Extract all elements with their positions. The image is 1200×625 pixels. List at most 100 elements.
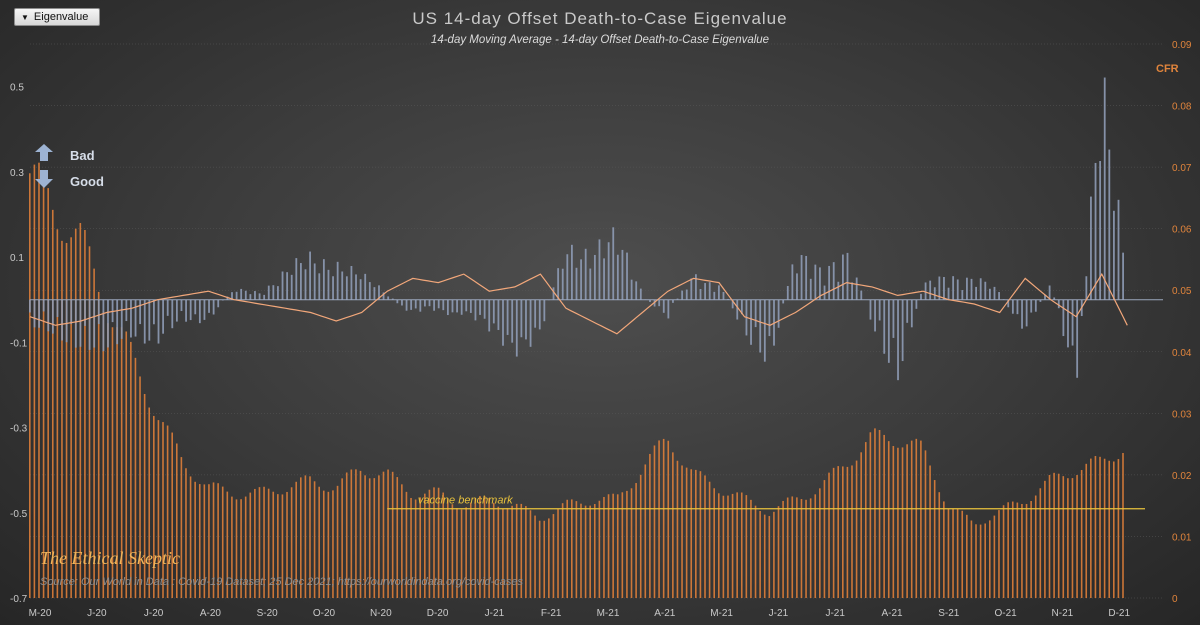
cfr-bar-179 [851,465,853,598]
eigen-bar-36 [194,299,197,315]
series-dropdown[interactable]: ▼ Eigenvalue [14,8,100,26]
eigen-bar-132 [635,281,638,300]
cfr-bar-83 [410,497,412,598]
eigen-bar-105 [511,299,514,343]
cfr-bar-31 [171,432,173,598]
moving-average-line [29,272,1128,335]
eigen-bar-62 [313,263,316,300]
cfr-bar-208 [984,523,986,598]
cfr-bar-80 [396,477,399,598]
cfr-bar-66 [332,490,334,598]
eigen-bar-135 [649,299,651,302]
eigen-bar-20 [120,299,123,339]
eigen-bar-68 [341,271,344,300]
eigen-bar-199 [943,277,945,300]
eigen-bar-41 [217,299,220,308]
cfr-bar-224 [1057,473,1060,598]
eigen-bar-49 [254,291,256,300]
cfr-bar-93 [456,508,458,598]
cfr-bar-117 [566,499,569,598]
eigen-bar-106 [515,299,518,357]
x-tick-17: O-21 [994,608,1017,619]
cfr-bar-211 [998,510,1000,598]
x-tick-19: D-21 [1108,608,1130,619]
eigen-bar-138 [662,299,665,313]
x-tick-14: J-21 [825,608,845,619]
y-right-tick-3: 0.06 [1172,225,1192,236]
cfr-bar-82 [405,491,408,598]
cfr-bar-22 [130,341,132,598]
eigen-bar-222 [1048,285,1051,300]
cfr-bar-225 [1062,476,1065,598]
eigen-bar-38 [203,299,206,320]
cfr-bar-182 [864,442,867,598]
y-left-tick-1: 0.3 [10,168,24,179]
cfr-bar-118 [571,499,573,598]
eigen-bar-48 [249,294,252,300]
y-right-tick-7: 0.02 [1172,471,1192,482]
eigen-bar-44 [231,292,233,300]
x-tick-11: A-21 [654,608,676,619]
eigen-bar-26 [148,299,151,341]
cfr-bar-140 [672,452,674,598]
cfr-bar-75 [373,478,376,598]
eigen-bar-206 [975,286,978,300]
cfr-bar-207 [979,524,982,598]
eigen-bar-30 [166,299,169,316]
eigen-bar-92 [451,299,454,313]
cfr-bar-165 [786,497,789,598]
cfr-bar-79 [391,471,394,598]
eigen-bar-154 [736,299,739,320]
cfr-bar-155 [740,492,743,598]
cfr-bar-112 [543,520,546,598]
eigen-bar-187 [887,299,890,363]
x-tick-1: J-20 [87,608,107,619]
cfr-bar-46 [240,499,242,598]
eigen-bar-34 [185,299,187,322]
eigen-bar-127 [612,227,615,300]
cfr-bar-67 [336,485,339,598]
cfr-bar-122 [589,505,591,598]
cfr-bar-130 [626,490,628,598]
eigen-bar-216 [1021,299,1023,329]
eigen-bar-102 [497,299,500,330]
cfr-bar-94 [460,509,463,598]
eigen-bar-74 [368,282,371,300]
cfr-bar-20 [120,327,123,598]
bad-label: Bad [70,148,95,163]
y-right-tick-0: 0.09 [1172,40,1192,51]
cfr-bar-202 [956,508,959,598]
eigen-bar-183 [869,299,872,320]
eigen-bar-55 [281,271,284,300]
cfr-bar-126 [607,494,610,598]
eigen-bar-16 [102,299,105,352]
eigen-bar-170 [809,278,812,300]
eigen-bar-45 [235,291,238,300]
eigen-bar-157 [750,299,752,345]
eigen-bar-58 [295,258,298,300]
cfr-bar-96 [469,502,472,598]
cfr-bar-88 [433,487,435,598]
cfr-bar-131 [630,488,633,598]
cfr-bar-192 [910,440,913,598]
eigen-bar-209 [988,288,991,300]
eigen-bar-52 [267,285,270,300]
eigen-bar-21 [125,299,128,322]
x-tick-15: A-21 [881,608,903,619]
eigen-bar-76 [378,285,380,300]
eigen-bar-14 [93,299,96,348]
cfr-bar-160 [763,514,766,598]
x-tick-12: M-21 [710,608,733,619]
cfr-bar-68 [341,478,343,598]
cfr-bar-19 [116,327,118,598]
cfr-bar-148 [708,481,711,598]
eigen-bar-90 [442,299,445,311]
cfr-bar-198 [938,492,941,598]
cfr-bar-120 [580,503,582,598]
eigen-bar-83 [410,299,413,310]
cfr-bar-154 [736,492,738,598]
eigen-bar-84 [414,299,417,309]
eigen-bar-61 [309,251,311,300]
cfr-bar-70 [350,469,353,598]
cfr-bar-92 [451,504,454,598]
